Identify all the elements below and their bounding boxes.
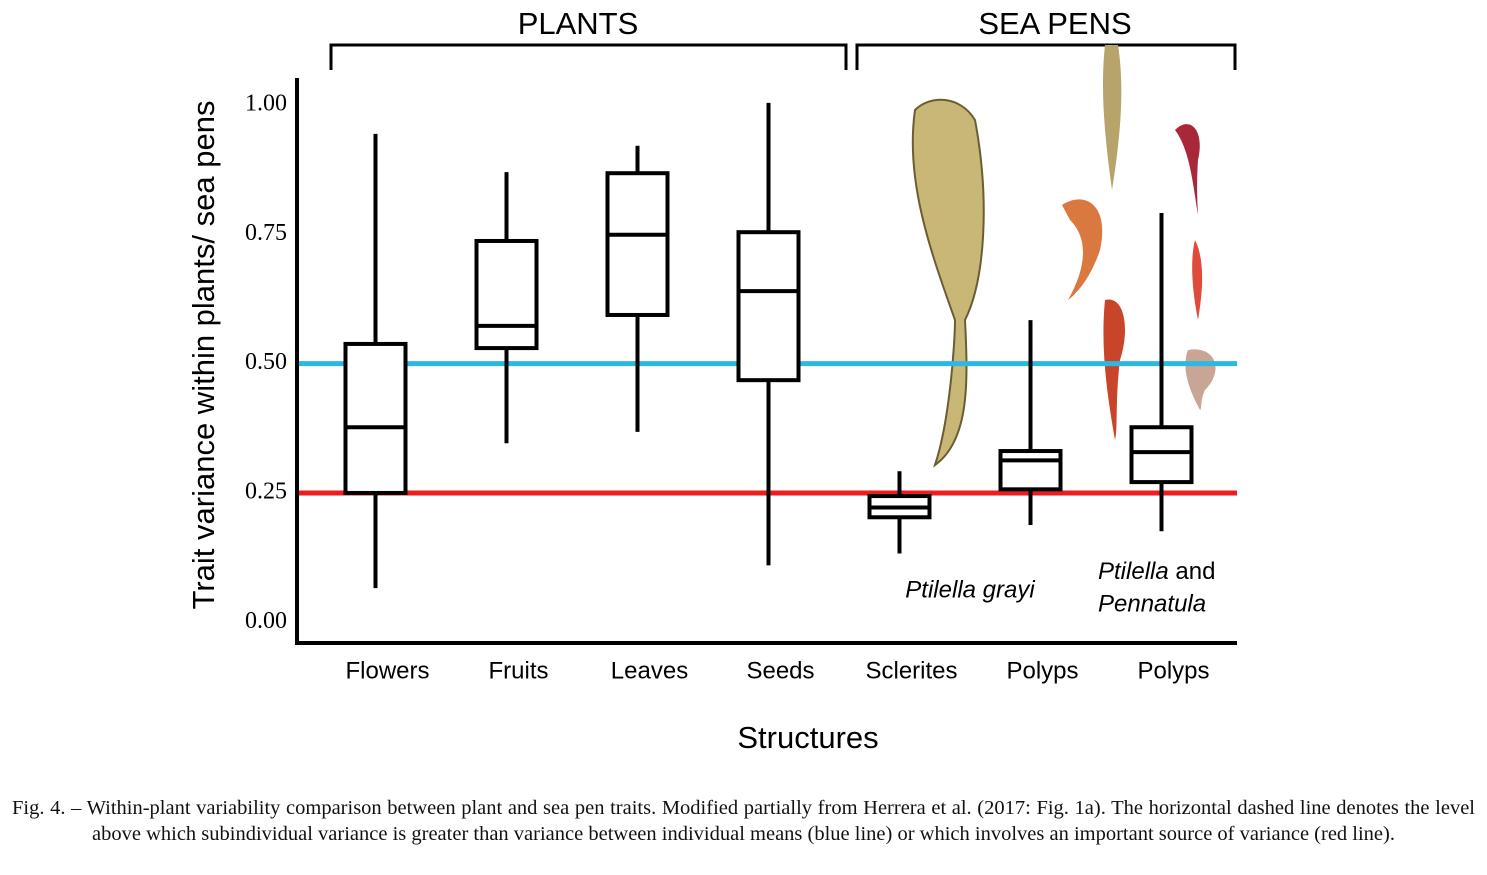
box	[736, 230, 801, 383]
x-tick-label: Polyps	[1006, 657, 1078, 684]
annotation: Pennatula	[1098, 590, 1206, 617]
specimen-image	[1185, 349, 1216, 410]
chart: Structures Trait variance within plants/…	[186, 6, 1237, 755]
specimen-image	[1192, 240, 1203, 320]
x-tick-label: Polyps	[1137, 657, 1209, 684]
specimen-image	[1103, 299, 1125, 440]
y-tick-label: 0.25	[245, 478, 287, 504]
annotation: Ptilella grayi	[905, 576, 1035, 603]
box	[605, 171, 670, 317]
y-tick-label: 0.75	[245, 220, 287, 246]
y-tick-label: 0.00	[245, 608, 287, 634]
x-tick-label: Fruits	[489, 657, 549, 684]
annotation-part: and	[1175, 558, 1215, 585]
group-label: SEA PENS	[978, 6, 1131, 41]
specimen-image	[1102, 45, 1122, 190]
x-tick-label: Flowers	[345, 657, 429, 684]
y-tick-label: 0.50	[245, 349, 287, 375]
annotation-part: Ptilella	[1098, 558, 1169, 585]
box	[343, 341, 408, 495]
box	[998, 449, 1063, 492]
x-tick-label: Leaves	[611, 657, 688, 684]
bracket	[855, 43, 1237, 70]
x-tick-label: Sclerites	[865, 657, 957, 684]
specimen-image	[1175, 124, 1200, 215]
axes	[295, 78, 1237, 645]
annotation: Ptilella and	[1098, 558, 1215, 585]
specimen-image	[1062, 199, 1103, 300]
bracket	[329, 43, 848, 70]
box	[474, 238, 539, 351]
x-tick-label: Seeds	[746, 657, 814, 684]
y-axis-label: Trait variance within plants/ sea pens	[186, 101, 221, 610]
caption: Fig. 4. – Within-plant variability compa…	[12, 797, 1475, 845]
y-tick-label: 1.00	[245, 90, 287, 116]
specimen-image	[911, 98, 985, 468]
x-axis-label: Structures	[737, 720, 878, 755]
box	[1129, 425, 1194, 485]
group-label: PLANTS	[518, 6, 639, 41]
